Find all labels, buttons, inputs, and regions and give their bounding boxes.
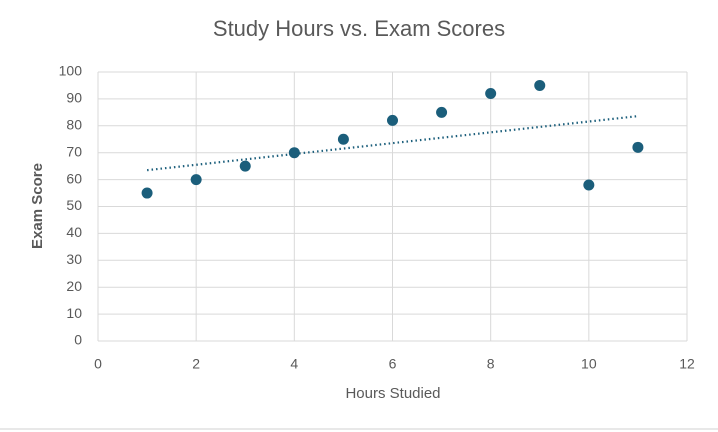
data-point xyxy=(436,106,448,118)
data-point xyxy=(337,133,349,145)
x-tick-label: 12 xyxy=(679,356,695,372)
x-tick-label: 4 xyxy=(290,356,298,372)
x-axis-label: Hours Studied xyxy=(345,385,440,402)
y-tick-label: 10 xyxy=(66,305,82,321)
data-point xyxy=(583,179,595,191)
trendline xyxy=(146,115,639,172)
y-tick-label: 0 xyxy=(74,332,82,348)
data-point xyxy=(632,141,644,153)
data-point xyxy=(288,147,300,159)
y-tick-label: 100 xyxy=(59,63,83,79)
x-tick-label: 0 xyxy=(94,356,102,372)
data-point xyxy=(485,88,497,100)
x-tick-label: 8 xyxy=(487,356,495,372)
y-tick-label: 90 xyxy=(66,90,82,106)
x-tick-label: 10 xyxy=(581,356,597,372)
data-point xyxy=(239,160,251,172)
data-point xyxy=(141,187,153,199)
y-tick-label: 60 xyxy=(66,170,82,186)
data-point xyxy=(387,114,398,126)
y-tick-label: 30 xyxy=(66,251,82,267)
x-tick-label: 2 xyxy=(192,356,200,372)
data-point xyxy=(190,174,202,186)
chart-title: Study Hours vs. Exam Scores xyxy=(213,16,505,41)
y-tick-label: 80 xyxy=(66,117,82,133)
y-tick-label: 50 xyxy=(66,197,82,213)
y-tick-label: 40 xyxy=(66,224,82,240)
x-tick-label: 6 xyxy=(389,356,397,372)
y-axis-label: Exam Score xyxy=(29,163,46,249)
y-tick-label: 70 xyxy=(66,143,82,159)
y-tick-label: 20 xyxy=(66,278,82,294)
data-point xyxy=(534,79,546,91)
